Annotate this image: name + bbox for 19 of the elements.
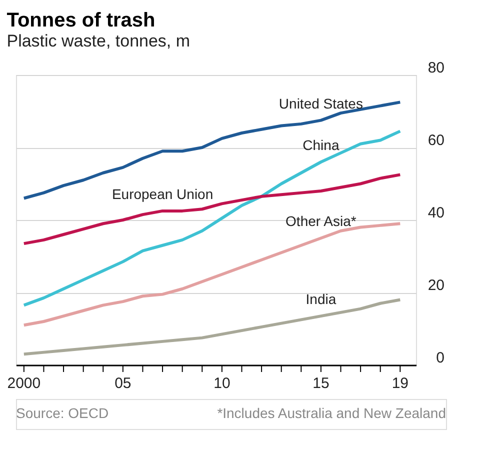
x-tick-label: 19 bbox=[392, 375, 408, 392]
x-tick-label: 15 bbox=[312, 375, 330, 392]
series-label: European Union bbox=[112, 186, 214, 202]
chart-subtitle: Plastic waste, tonnes, m bbox=[6, 32, 190, 50]
series-label: India bbox=[306, 291, 336, 308]
x-tick-label: 2000 bbox=[7, 375, 41, 392]
y-tick-label: 0 bbox=[436, 350, 444, 366]
y-tick-label: 20 bbox=[428, 277, 444, 294]
series-label: China bbox=[302, 137, 340, 153]
x-tick-label: 05 bbox=[114, 375, 132, 392]
y-tick-label: 40 bbox=[428, 204, 444, 222]
series-label: United States bbox=[278, 95, 363, 112]
series-label: Other Asia* bbox=[286, 213, 357, 230]
chart-title: Tonnes of trash bbox=[6, 10, 156, 32]
y-tick-label: 80 bbox=[428, 60, 444, 76]
x-tick-label: 10 bbox=[214, 375, 230, 392]
text: *Includes Australia and New Zealand bbox=[217, 405, 446, 421]
y-tick-label: 60 bbox=[428, 132, 444, 149]
source-note: Source: OECD bbox=[16, 405, 109, 421]
